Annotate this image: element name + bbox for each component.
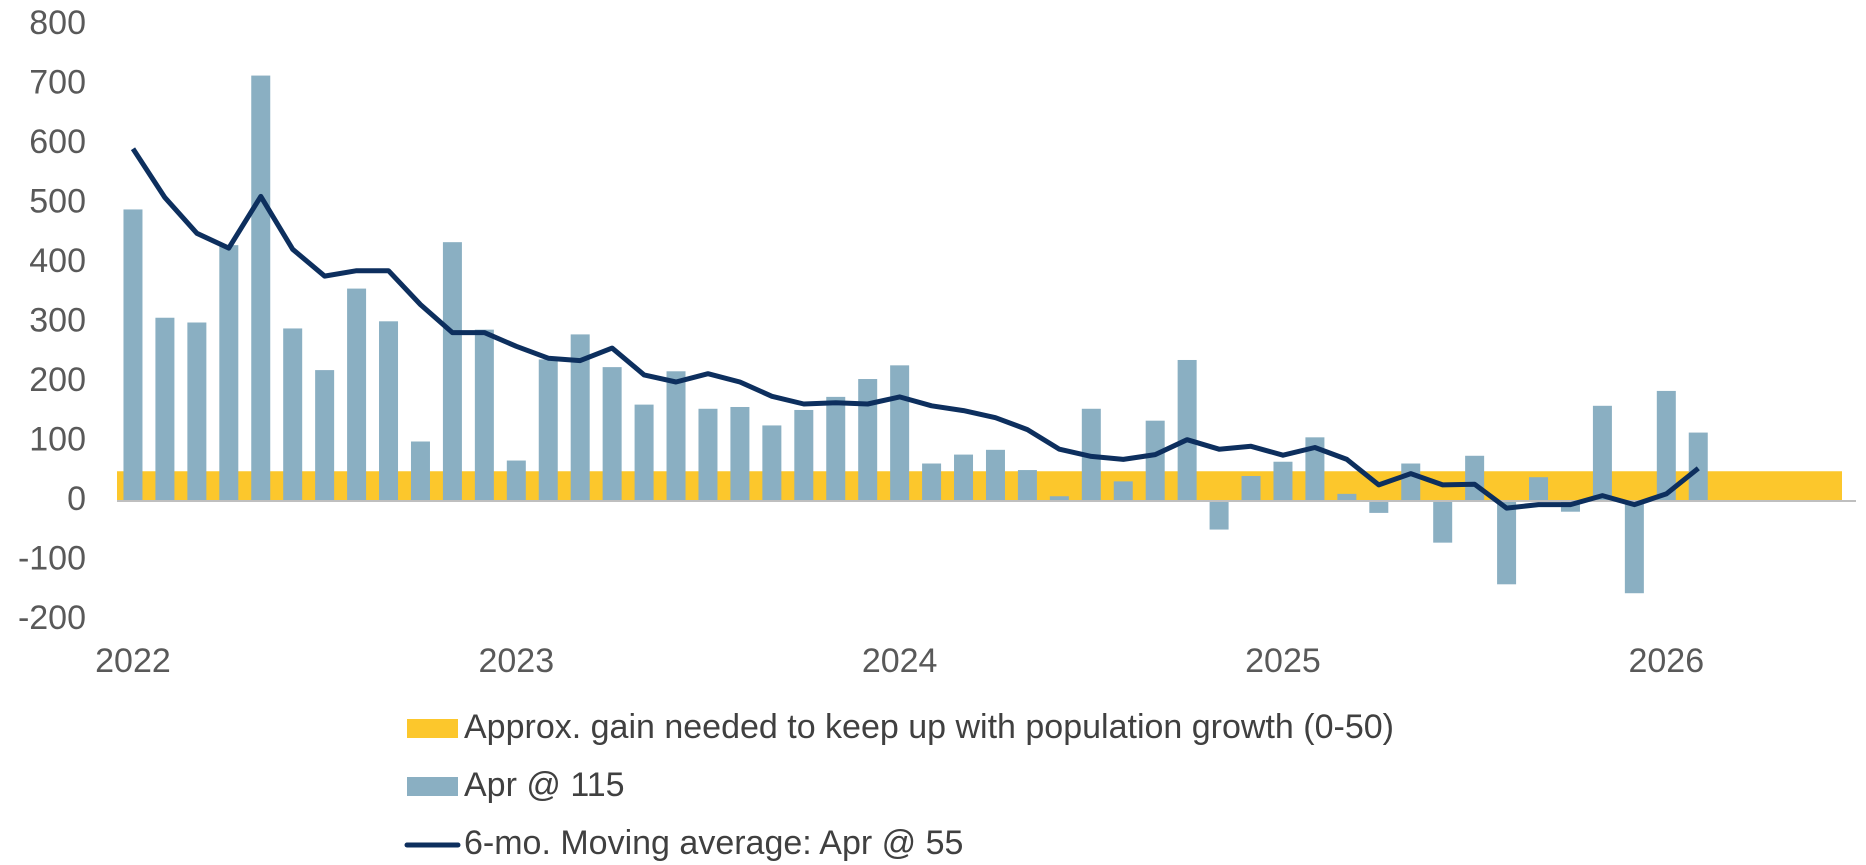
bar: [219, 245, 239, 501]
bar: [283, 328, 303, 501]
bar: [730, 406, 750, 501]
bar: [1145, 420, 1165, 501]
bar: [315, 370, 335, 501]
bar: [954, 454, 974, 501]
bar: [1049, 496, 1069, 501]
bar: [1656, 390, 1676, 501]
line: [130, 147, 1700, 511]
x-tick-label: 2024: [862, 642, 938, 680]
bar: [602, 367, 622, 501]
x-tick-label: 2026: [1628, 642, 1704, 680]
bar: [1465, 455, 1485, 501]
legend-swatch: [407, 777, 458, 796]
bar: [1241, 476, 1261, 501]
y-tick-label: 200: [29, 361, 86, 399]
bar: [1305, 437, 1325, 501]
bar: [570, 334, 590, 501]
bar: [1017, 470, 1037, 501]
bar: [251, 75, 271, 501]
y-tick-label: 400: [29, 242, 86, 280]
bar: [1369, 501, 1389, 513]
bar: [474, 329, 494, 501]
x-tick-label: 2022: [95, 642, 171, 680]
bar: [379, 321, 399, 501]
bar: [1177, 359, 1197, 501]
bar: [762, 425, 782, 501]
bar: [985, 449, 1005, 501]
y-tick-label: 600: [29, 123, 86, 161]
bar: [1592, 405, 1612, 501]
legend-label: Approx. gain needed to keep up with popu…: [464, 708, 1394, 746]
bar: [698, 408, 718, 501]
y-tick-label: 0: [67, 480, 86, 518]
x-tick-label: 2025: [1245, 642, 1321, 680]
y-tick-label: 800: [29, 4, 86, 42]
y-tick-label: 500: [29, 182, 86, 220]
bar: [634, 404, 654, 501]
bar: [187, 322, 207, 501]
bar: [155, 317, 175, 501]
bar: [666, 371, 686, 501]
bar: [1688, 432, 1708, 501]
bar: [1113, 481, 1133, 501]
bar: [410, 441, 430, 501]
bar: [1433, 501, 1453, 543]
bar: [858, 379, 878, 501]
bar: [794, 409, 814, 501]
bar: [442, 242, 462, 502]
bar: [826, 396, 846, 501]
bar: [1337, 493, 1357, 501]
bar: [1401, 463, 1421, 501]
bar: [347, 288, 367, 501]
bar: [506, 460, 526, 501]
bar: [123, 209, 143, 501]
y-tick-label: 300: [29, 301, 86, 339]
y-tick-label: 100: [29, 420, 86, 458]
x-tick-label: 2023: [478, 642, 554, 680]
y-tick-label: -200: [18, 599, 86, 637]
bar: [1209, 501, 1229, 530]
bar: [1529, 477, 1549, 501]
bar: [1497, 501, 1517, 585]
bar: [538, 359, 558, 501]
bar: [890, 365, 910, 501]
bar: [1624, 501, 1644, 594]
bar: [1273, 461, 1293, 501]
target-band: [117, 471, 1842, 501]
legend-label: 6-mo. Moving average: Apr @ 55: [464, 824, 963, 862]
bar: [922, 463, 942, 501]
legend-label: Apr @ 115: [464, 766, 625, 804]
y-tick-label: -100: [18, 539, 86, 577]
legend-swatch: [407, 719, 458, 738]
y-tick-label: 700: [29, 63, 86, 101]
